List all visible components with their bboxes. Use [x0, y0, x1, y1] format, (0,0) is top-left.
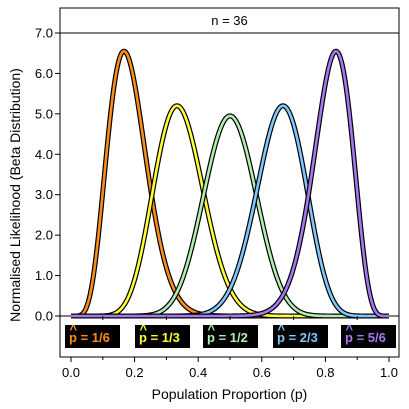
x-tick-label: 0.2	[126, 365, 144, 380]
y-tick-label: 7.0	[35, 26, 53, 41]
y-tick-label: 2.0	[35, 228, 53, 243]
legend-box	[135, 325, 190, 348]
y-tick-label: 5.0	[35, 106, 53, 121]
y-axis-label: Normalised Likelihood (Beta Distribution…	[7, 68, 23, 322]
chart-title: n = 36	[211, 13, 248, 28]
strip-header	[59, 7, 400, 34]
legend-label: p = 1/6	[69, 330, 110, 345]
x-tick-label: 0.8	[316, 365, 334, 380]
legend-label: p = 2/3	[277, 330, 318, 345]
legend-item-5: p = 5/6^	[341, 322, 396, 348]
legend-hat: ^	[278, 322, 286, 337]
legend-group: p = 1/6^p = 1/3^p = 1/2^p = 2/3^p = 5/6^	[65, 322, 396, 348]
x-tick-label: 0.0	[62, 365, 80, 380]
legend-item-4: p = 2/3^	[273, 322, 328, 348]
legend-box	[341, 325, 396, 348]
y-tick-label: 6.0	[35, 66, 53, 81]
plot-panel	[59, 32, 400, 317]
x-tick-label: 1.0	[380, 365, 398, 380]
y-tick-label: 3.0	[35, 187, 53, 202]
legend-label: p = 5/6	[345, 330, 386, 345]
legend-box	[203, 325, 258, 348]
legend-item-2: p = 1/3^	[135, 322, 190, 348]
legend-box	[273, 325, 328, 348]
curve-5	[70, 49, 390, 318]
x-tick-label: 0.6	[253, 365, 271, 380]
y-tick-label: 1.0	[35, 268, 53, 283]
y-tick-label: 4.0	[35, 147, 53, 162]
legend-hat: ^	[208, 322, 216, 337]
legend-item-1: p = 1/6^	[65, 322, 120, 348]
y-tick-label: 0.0	[35, 309, 53, 324]
x-tick-label: 0.4	[189, 365, 207, 380]
curves-group	[69, 48, 391, 319]
legend-label: p = 1/3	[139, 330, 180, 345]
legend-hat: ^	[140, 322, 148, 337]
legend-label: p = 1/2	[207, 330, 248, 345]
legend-box	[65, 325, 120, 348]
legend-hat: ^	[70, 322, 78, 337]
x-axis: 0.0 0.2 0.4 0.6 0.8 1.0	[62, 316, 398, 380]
y-axis: 0.0 1.0 2.0 3.0 4.0 5.0 6.0 7.0	[35, 26, 60, 324]
legend-hat: ^	[346, 322, 354, 337]
x-axis-label: Population Proportion (p)	[152, 386, 308, 402]
legend-item-3: p = 1/2^	[203, 322, 258, 348]
